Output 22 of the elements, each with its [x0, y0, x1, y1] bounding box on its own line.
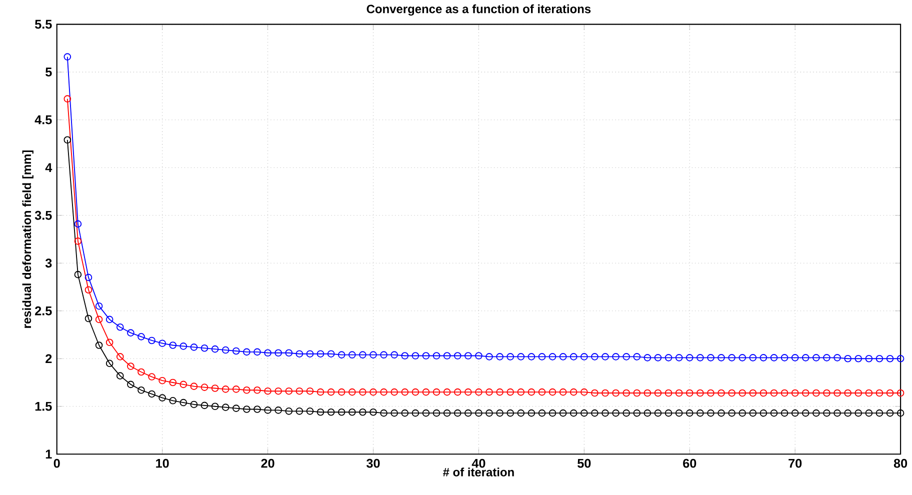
- y-tick-label: 1.5: [35, 402, 52, 411]
- y-tick-label: 5.5: [34, 20, 52, 29]
- y-tick-label: 5: [46, 68, 52, 76]
- x-tick-label: 40: [472, 458, 486, 468]
- x-tick-label: 70: [788, 458, 802, 468]
- x-tick-label: 60: [683, 458, 696, 468]
- x-tick-label: 50: [578, 458, 591, 468]
- y-axis-title: residual deformation field [mm]: [22, 150, 34, 328]
- y-tick-label: 2: [46, 354, 52, 364]
- y-tick-label: 4: [45, 163, 52, 172]
- x-tick-label: 20: [261, 458, 274, 468]
- x-axis-title: # of iteration: [443, 468, 514, 476]
- x-tick-label: 0: [54, 458, 60, 468]
- x-tick-label: 10: [156, 458, 169, 468]
- x-tick-label: 80: [894, 458, 908, 468]
- y-tick-label: 3: [45, 258, 52, 268]
- x-tick-label: 30: [366, 458, 380, 468]
- y-tick-label: 3.5: [34, 210, 52, 220]
- chart-title: Convergence as a function of iterations: [366, 4, 591, 16]
- y-tick-label: 2.5: [35, 306, 52, 316]
- y-tick-label: 1: [46, 450, 52, 458]
- y-tick-label: 4.5: [34, 115, 52, 124]
